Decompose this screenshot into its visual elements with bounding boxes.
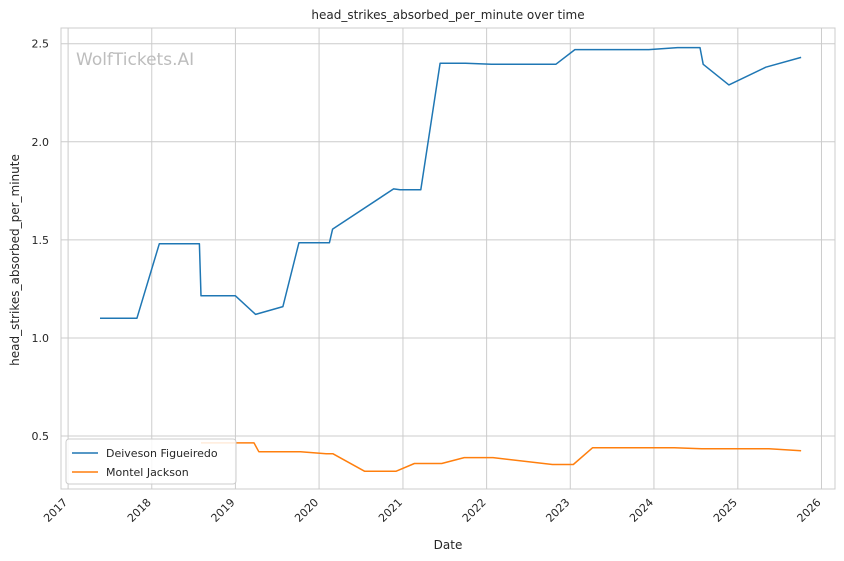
legend-label-montel-jackson: Montel Jackson (106, 466, 189, 479)
legend-label-deiveson-figueiredo: Deiveson Figueiredo (106, 447, 218, 460)
legend: Deiveson Figueiredo Montel Jackson (65, 438, 237, 485)
x-tick-label: 2017 (41, 496, 70, 525)
x-tick-label: 2018 (125, 496, 154, 525)
x-tick-label: 2023 (543, 496, 572, 525)
x-tick-label: 2026 (795, 496, 824, 525)
chart-title: head_strikes_absorbed_per_minute over ti… (311, 8, 584, 22)
y-tick-label: 0.5 (32, 430, 50, 443)
x-tick-label: 2019 (209, 496, 238, 525)
series-line-deiveson-figueiredo (100, 46, 802, 320)
y-tick-label: 2.5 (32, 38, 50, 51)
x-tick-label: 2024 (627, 496, 656, 525)
x-tick-label: 2025 (711, 496, 740, 525)
watermark-text: WolfTickets.AI (76, 50, 194, 70)
x-tick-label: 2020 (292, 496, 321, 525)
x-axis-title: Date (434, 538, 463, 552)
y-tick-label: 1.0 (32, 332, 50, 345)
x-tick-label: 2022 (460, 496, 489, 525)
y-tick-label: 1.5 (32, 234, 50, 247)
y-axis-tick-labels: 0.5 1.0 1.5 2.0 2.5 (32, 38, 50, 443)
legend-box (65, 438, 237, 485)
y-tick-label: 2.0 (32, 136, 50, 149)
gridlines (61, 28, 835, 489)
y-axis-title: head_strikes_absorbed_per_minute (8, 154, 22, 366)
series-layer (99, 46, 802, 473)
plot-area (60, 27, 836, 490)
x-axis-tick-labels: 2017 2018 2019 2020 2021 2022 2023 2024 2025 2026 (41, 496, 823, 525)
x-tick-label: 2021 (376, 496, 405, 525)
